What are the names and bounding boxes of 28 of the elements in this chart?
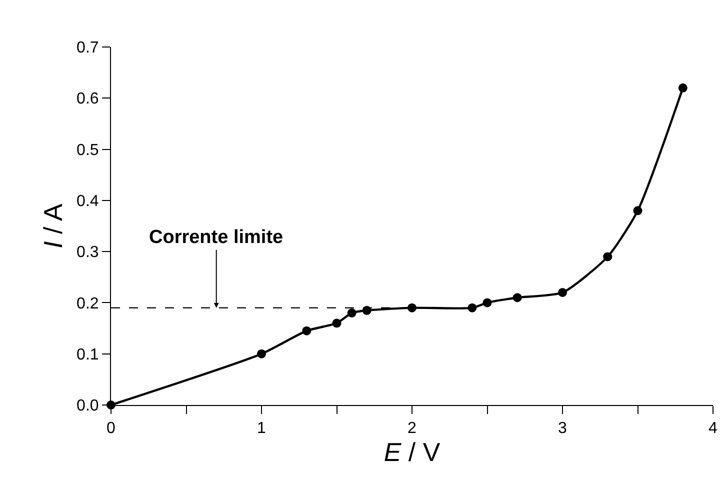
point [302,326,312,336]
y-tick-label: 0.5 [76,142,99,159]
point [678,83,688,92]
y-tick-label: 0.2 [76,295,99,312]
y-tick-label: 0.0 [76,398,99,415]
point [347,308,356,318]
point [468,303,477,312]
x-tick-label: 2 [408,420,417,438]
y-tick-label: 0.4 [76,193,99,210]
x-tick-label: 3 [558,420,568,438]
point [332,318,342,328]
y-tick-label: 0.1 [76,346,99,364]
point [633,206,642,216]
point [482,298,492,308]
x-tick-label: 0 [106,420,116,438]
x-tick-label: 1 [257,420,266,438]
annotation: Corrente limite [149,227,284,248]
point [257,349,266,358]
point [558,288,567,297]
y-axis-title: I / A [38,202,68,248]
point [603,252,612,262]
point [408,303,416,312]
y-tick-label: 0.6 [76,90,99,108]
x-tick-label: 4 [708,420,718,438]
y-tick-label: 0.3 [76,244,99,262]
point [512,293,522,302]
y-tick-label: 0.7 [76,40,99,57]
x-axis-title: E / V [384,437,441,468]
